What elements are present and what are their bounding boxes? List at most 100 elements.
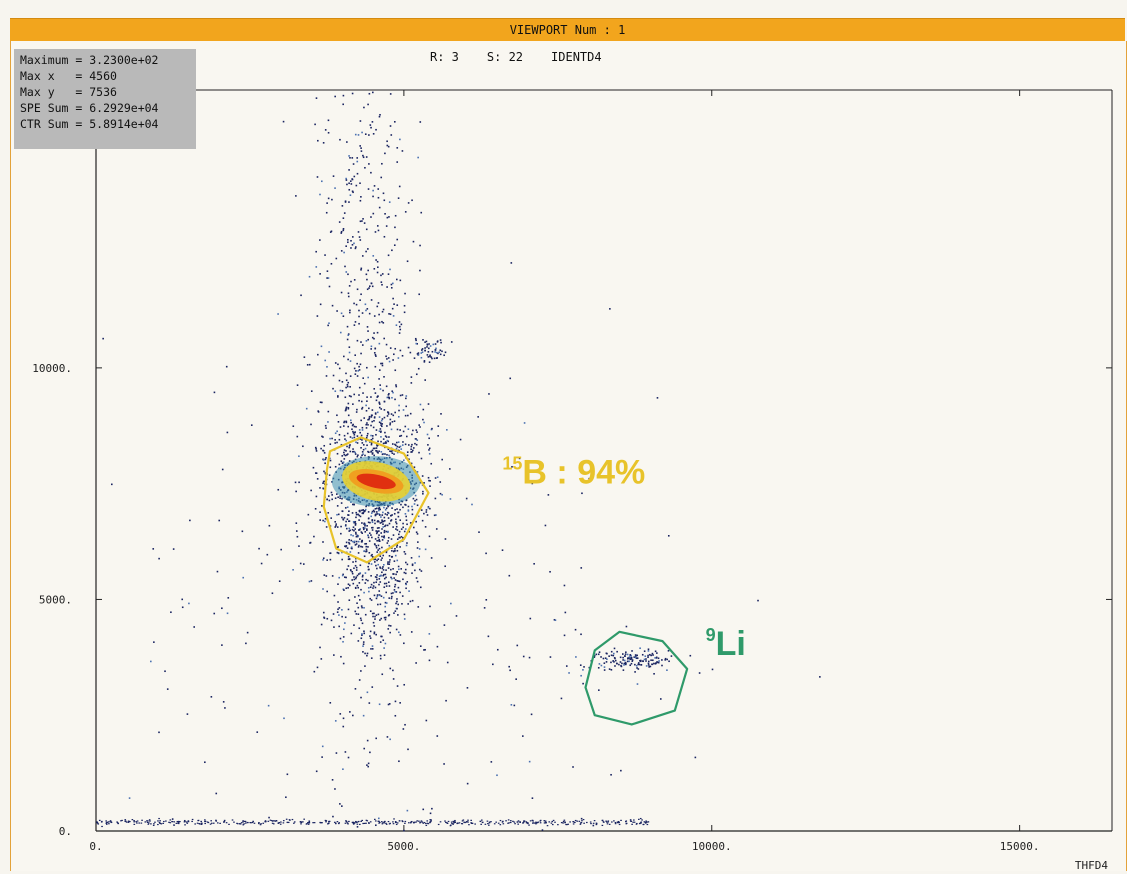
data-point	[341, 516, 343, 519]
data-point	[384, 618, 387, 621]
data-point	[352, 540, 354, 543]
data-point	[384, 601, 387, 604]
data-point	[343, 458, 346, 460]
gate-label-b15: 15B : 94%	[502, 454, 645, 492]
data-point	[424, 526, 427, 528]
data-point	[334, 520, 337, 523]
data-point	[374, 522, 376, 525]
data-point	[439, 492, 442, 495]
data-point	[332, 387, 334, 390]
data-point	[353, 431, 356, 434]
data-point	[405, 519, 408, 522]
data-point	[395, 385, 398, 388]
data-point	[453, 821, 456, 823]
data-point	[371, 553, 373, 556]
data-point	[387, 440, 390, 443]
data-point	[395, 602, 397, 605]
data-point	[642, 823, 645, 826]
data-point	[427, 444, 429, 446]
data-point	[404, 553, 407, 555]
data-point	[386, 514, 388, 516]
data-point	[354, 544, 357, 546]
data-point	[334, 442, 337, 444]
data-point	[324, 254, 326, 256]
data-point	[354, 564, 357, 567]
data-point	[335, 752, 338, 754]
stat-label: Max y	[20, 85, 55, 99]
data-point	[364, 166, 366, 169]
data-point	[626, 653, 629, 656]
data-point	[378, 530, 380, 532]
data-point	[357, 546, 360, 548]
data-point	[508, 822, 510, 824]
data-point	[273, 820, 275, 822]
data-point	[372, 509, 375, 512]
data-point	[367, 103, 369, 106]
data-point	[481, 821, 484, 824]
data-point	[353, 393, 356, 396]
data-point	[384, 525, 386, 528]
gate-label-li9: 9Li	[706, 625, 746, 663]
data-point	[317, 410, 320, 412]
data-point	[453, 822, 455, 824]
data-point	[419, 426, 421, 428]
data-point	[613, 657, 616, 659]
data-point	[382, 389, 384, 392]
data-point	[390, 568, 392, 571]
x-axis-label: THFD4	[1075, 859, 1108, 872]
data-point	[228, 823, 230, 825]
data-point	[440, 413, 442, 415]
data-point	[324, 424, 327, 427]
data-point	[315, 472, 318, 474]
data-point	[346, 432, 349, 435]
data-point	[412, 240, 415, 243]
data-point	[392, 821, 394, 823]
data-point	[353, 540, 356, 543]
data-point	[169, 819, 172, 821]
data-point	[360, 447, 362, 449]
data-point	[313, 535, 315, 538]
data-point	[515, 678, 517, 680]
data-point	[354, 247, 357, 250]
data-point	[536, 822, 539, 824]
data-point	[370, 434, 372, 437]
data-point	[341, 609, 343, 611]
data-point	[215, 820, 218, 822]
data-point	[401, 536, 404, 539]
data-point	[368, 532, 371, 534]
data-point	[129, 820, 131, 823]
data-point	[379, 657, 382, 660]
data-point	[370, 282, 373, 285]
data-point	[635, 664, 638, 667]
data-point	[385, 436, 388, 438]
data-point	[355, 821, 358, 823]
data-point	[356, 584, 359, 587]
data-point	[310, 489, 312, 492]
data-point	[656, 397, 659, 399]
data-point	[365, 822, 367, 824]
data-point	[351, 243, 354, 246]
data-point	[406, 454, 409, 457]
data-point	[423, 361, 426, 363]
data-point	[359, 617, 362, 620]
data-point	[373, 419, 375, 422]
data-point	[391, 443, 394, 445]
data-point	[96, 822, 99, 824]
data-point	[314, 123, 316, 126]
data-point	[636, 822, 638, 825]
data-point	[373, 818, 376, 820]
data-point	[461, 823, 464, 825]
data-point	[225, 822, 228, 824]
data-point	[312, 466, 315, 469]
data-point	[408, 458, 410, 461]
data-point	[223, 821, 225, 823]
data-point	[337, 583, 339, 585]
data-point	[348, 395, 351, 397]
data-point	[417, 606, 420, 608]
data-point	[383, 235, 386, 238]
data-point	[383, 582, 386, 585]
data-point	[347, 402, 350, 405]
data-point	[369, 124, 372, 126]
data-point	[661, 659, 663, 661]
